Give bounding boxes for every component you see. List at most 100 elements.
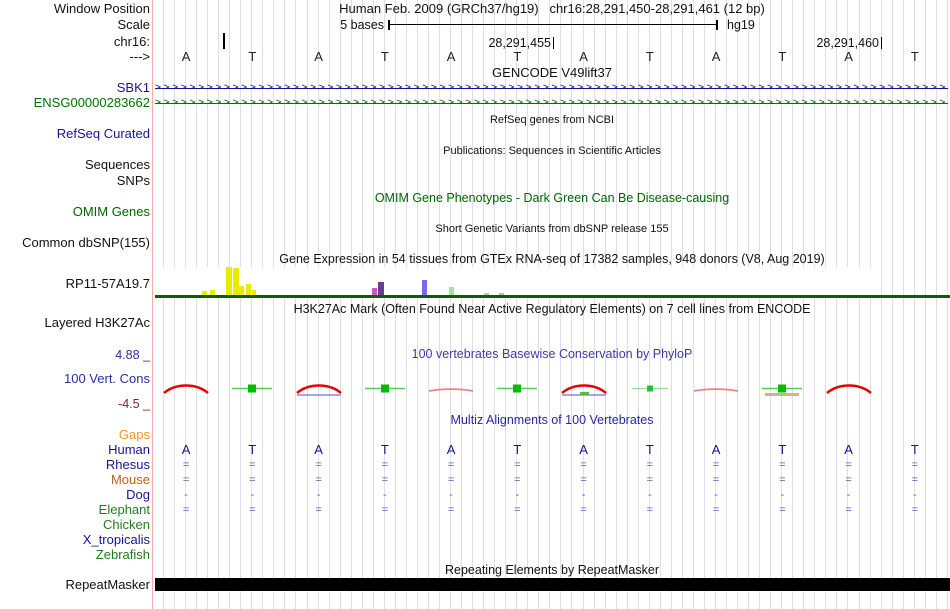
scale-genome-label: hg19 [727,18,755,32]
alignment-row-mouse[interactable]: = = = = = = = = = = = = [0,473,950,487]
alignment-row-rhesus[interactable]: = = = = = = = = = = = = [0,458,950,472]
gtex-title: Gene Expression in 54 tissues from GTEx … [279,252,825,266]
gtex-bar[interactable] [226,267,232,295]
gene-arrows: >>>>>>>>>>>>>>>>>>>>>>>>>>>>>>>>>>>>>>>>… [155,82,948,93]
gtex-bar[interactable] [233,268,239,295]
track-label-gtex-gene[interactable]: RP11-57A19.7 [65,276,150,291]
gridline [405,0,407,609]
base-letter: A [579,49,588,64]
track-label-ensg00000283662[interactable]: ENSG00000283662 [33,95,150,110]
gene-line [155,103,948,104]
track-label-chicken[interactable]: Chicken [103,517,150,532]
track-label-mouse[interactable]: Mouse [110,472,150,487]
track-label-100-vert-cons[interactable]: 100 Vert. Cons [64,371,150,386]
alignment-mark: = [712,474,720,486]
gridline [670,0,672,609]
gridline [637,0,639,609]
track-label-snps[interactable]: SNPs [116,173,150,188]
base-letter: T [645,49,654,64]
gridline [185,0,187,609]
alignment-mark: = [315,474,322,486]
gridline [163,0,164,609]
track-label-dog[interactable]: Dog [126,487,150,502]
alignment-mark: = [580,459,587,471]
gtex-bar[interactable] [239,286,244,295]
gridline [461,0,463,609]
gene-track-sbk1[interactable]: >>>>>>>>>>>>>>>>>>>>>>>>>>>>>>>>>>>>>>>>… [155,81,948,95]
alignment-mark: - [515,489,520,501]
alignment-mark: = [182,474,190,486]
omim-title: OMIM Gene Phenotypes - Dark Green Can Be… [374,191,730,205]
alignment-mark: = [447,459,455,471]
track-label-human[interactable]: Human [108,442,150,457]
conservation-track[interactable] [155,380,950,398]
alignment-mark: = [779,474,786,486]
gridline [615,0,617,609]
track-label-rhesus[interactable]: Rhesus [105,457,150,472]
track-label-repeatmasker[interactable]: RepeatMasker [65,577,150,592]
gtex-bar[interactable] [484,293,489,295]
gridline [229,0,231,609]
gridline [505,0,507,609]
alignment-row-dog[interactable]: ------------ [0,488,950,502]
alignment-mark: - [648,489,652,501]
track-label-sequences[interactable]: Sequences [84,157,150,172]
track-label-layered-h3k27ac[interactable]: Layered H3K27Ac [44,315,150,330]
multiz-title: Multiz Alignments of 100 Vertebrates [450,413,654,427]
scale-bar [388,24,717,25]
alignment-mark: = [911,474,919,486]
alignment-mark: = [779,459,786,471]
gridline [648,0,650,609]
alignment-mark: = [779,504,786,516]
alignment-mark: = [845,504,852,516]
gridline [781,0,783,609]
gridline [571,0,573,609]
gtex-bar[interactable] [252,290,256,295]
alignment-mark: = [182,504,190,516]
gtex-bar[interactable] [202,291,207,295]
conservation-glyph [227,380,277,398]
track-label-zebrafish[interactable]: Zebrafish [95,547,150,562]
gtex-bar[interactable] [246,284,251,295]
track-label-x-tropicalis[interactable]: X_tropicalis [82,532,150,547]
alignment-row-elephant[interactable]: = = = = = = = = = = = = [0,503,950,517]
gridline [306,0,308,609]
gtex-bar[interactable] [422,280,427,295]
track-label-common-dbsnp[interactable]: Common dbSNP(155) [22,235,150,250]
gridline [284,0,286,609]
alignment-mark: = [845,474,852,486]
gtex-bar[interactable] [372,288,377,295]
repeatmasker-title: Repeating Elements by RepeatMasker [444,563,660,577]
gridline [494,0,496,609]
gtex-bar[interactable] [449,287,454,295]
alignment-mark: = [249,504,256,516]
track-label-refseq-curated[interactable]: RefSeq Curated [56,126,150,141]
repeatmasker-bar[interactable] [155,578,950,591]
h3k27ac-title: H3K27Ac Mark (Often Found Near Active Re… [293,302,811,316]
base-letter: A [446,49,456,64]
alignment-mark: - [449,489,453,501]
gtex-bar[interactable] [210,290,215,295]
track-label-elephant[interactable]: Elephant [98,502,150,517]
gtex-bar[interactable] [499,293,504,295]
gene-track-ensg00000283662[interactable]: >>>>>>>>>>>>>>>>>>>>>>>>>>>>>>>>>>>>>>>>… [155,96,948,110]
gridline [891,0,893,609]
alignment-mark: - [714,489,718,501]
track-label-gaps[interactable]: Gaps [118,427,150,442]
conservation-glyph [426,380,476,398]
gridline [626,0,628,609]
strand-label: ---> [129,49,150,64]
gridline [659,0,661,609]
track-label-sbk1[interactable]: SBK1 [116,80,150,95]
phylop-title: 100 vertebrates Basewise Conservation by… [411,347,693,361]
base-letter: T [910,49,919,64]
gridline [549,0,551,609]
track-label-omim-genes[interactable]: OMIM Genes [72,204,150,219]
alignment-mark: - [913,489,917,501]
alignment-mark: = [646,459,654,471]
gtex-bar[interactable] [378,282,384,295]
base-letter: A [181,49,191,64]
alignment-mark: T [248,442,257,457]
